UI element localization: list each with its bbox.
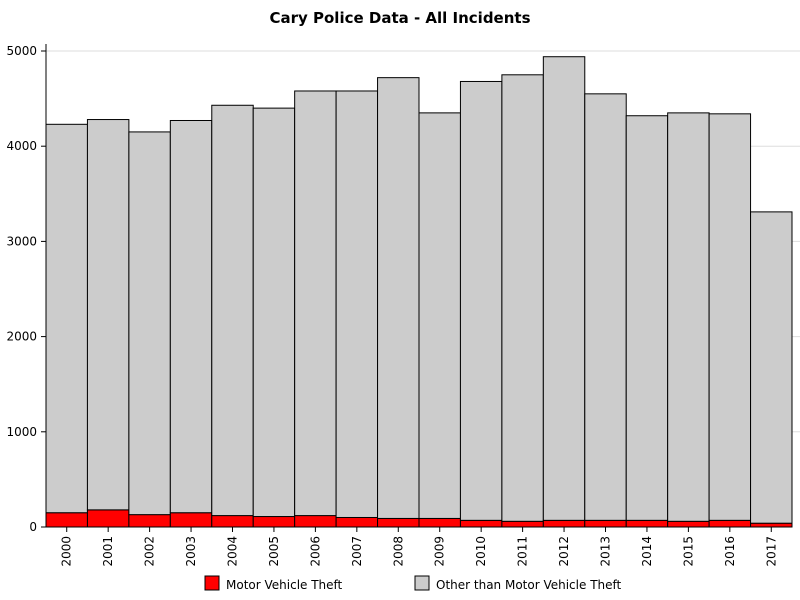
- bar-motor-vehicle-theft-2007: [335, 516, 379, 528]
- bar-motor-vehicle-theft-2013: [584, 519, 627, 528]
- bar-other-2007: [335, 90, 379, 518]
- x-tick-label: 2010: [474, 536, 488, 567]
- bar-other-2002: [128, 131, 171, 516]
- legend-label-motor-vehicle-theft: Motor Vehicle Theft: [226, 578, 343, 592]
- bar-motor-vehicle-theft-2004: [211, 515, 254, 528]
- x-tick-label: 2009: [433, 536, 447, 567]
- bar-motor-vehicle-theft-2005: [252, 516, 296, 528]
- bar-other-2013: [584, 93, 627, 521]
- bar-other-2001: [86, 119, 130, 511]
- x-tick-label: 2014: [640, 536, 654, 567]
- bar-other-2016: [708, 113, 752, 521]
- bar-other-2011: [501, 74, 544, 522]
- legend-label-other: Other than Motor Vehicle Theft: [436, 578, 622, 592]
- bar-other-2015: [667, 112, 710, 522]
- bar-motor-vehicle-theft-2012: [542, 519, 586, 528]
- chart-title: Cary Police Data - All Incidents: [269, 9, 530, 27]
- bar-other-2010: [459, 80, 503, 521]
- bar-motor-vehicle-theft-2011: [501, 520, 544, 528]
- bar-motor-vehicle-theft-2015: [667, 520, 710, 528]
- bar-motor-vehicle-theft-2016: [708, 519, 752, 528]
- y-tick-label: 4000: [6, 139, 37, 153]
- x-tick-label: 2013: [599, 536, 613, 567]
- bar-other-2006: [294, 90, 337, 517]
- bar-other-2000: [45, 123, 88, 514]
- x-tick-label: 2000: [60, 536, 74, 567]
- bar-other-2005: [252, 107, 296, 518]
- y-tick-label: 2000: [6, 330, 37, 344]
- bar-motor-vehicle-theft-2008: [377, 517, 420, 528]
- y-tick-label: 1000: [6, 425, 37, 439]
- bar-other-2017: [750, 211, 793, 524]
- bar-other-2004: [211, 104, 254, 517]
- x-tick-label: 2008: [391, 536, 405, 567]
- axes: [45, 44, 792, 528]
- bar-motor-vehicle-theft-2010: [459, 519, 503, 528]
- x-tick-label: 2017: [764, 536, 778, 567]
- x-tick-label: 2007: [350, 536, 364, 567]
- x-axis-ticks: 2000 2001 2002 2003 2004 2005 2006 2007 2008 2009…: [60, 527, 778, 567]
- bar-motor-vehicle-theft-2003: [169, 512, 213, 528]
- x-tick-label: 2016: [723, 536, 737, 567]
- bar-motor-vehicle-theft-2001: [86, 509, 130, 528]
- bar-motor-vehicle-theft-2017: [750, 522, 793, 528]
- bar-motor-vehicle-theft-2006: [294, 515, 337, 528]
- bar-motor-vehicle-theft-2002: [128, 514, 171, 528]
- bar-other-2008: [377, 77, 420, 519]
- bar-other-2009: [418, 112, 461, 519]
- legend: Motor Vehicle Theft Other than Motor Vehi…: [204, 575, 622, 592]
- x-tick-label: 2011: [516, 536, 530, 567]
- bar-other-2012: [542, 56, 586, 521]
- x-tick-label: 2003: [184, 536, 198, 567]
- legend-swatch-other: [414, 575, 430, 591]
- bar-other-2014: [625, 115, 669, 521]
- y-tick-label: 5000: [6, 44, 37, 58]
- bar-motor-vehicle-theft-2009: [418, 517, 461, 528]
- x-tick-label: 2005: [267, 536, 281, 567]
- y-tick-label: 0: [29, 520, 37, 534]
- x-tick-label: 2006: [308, 536, 322, 567]
- bar-motor-vehicle-theft-2000: [45, 512, 88, 528]
- bar-motor-vehicle-theft-2014: [625, 519, 669, 528]
- y-tick-label: 3000: [6, 234, 37, 248]
- x-tick-label: 2015: [681, 536, 695, 567]
- x-tick-label: 2001: [101, 536, 115, 567]
- bars: [45, 56, 793, 528]
- x-tick-label: 2004: [226, 536, 240, 567]
- legend-swatch-motor-vehicle-theft: [204, 575, 220, 591]
- x-tick-label: 2002: [143, 536, 157, 567]
- bar-other-2003: [169, 119, 213, 514]
- x-tick-label: 2012: [557, 536, 571, 567]
- y-axis-ticks: 0 1000 2000 3000 4000 5000: [6, 44, 46, 534]
